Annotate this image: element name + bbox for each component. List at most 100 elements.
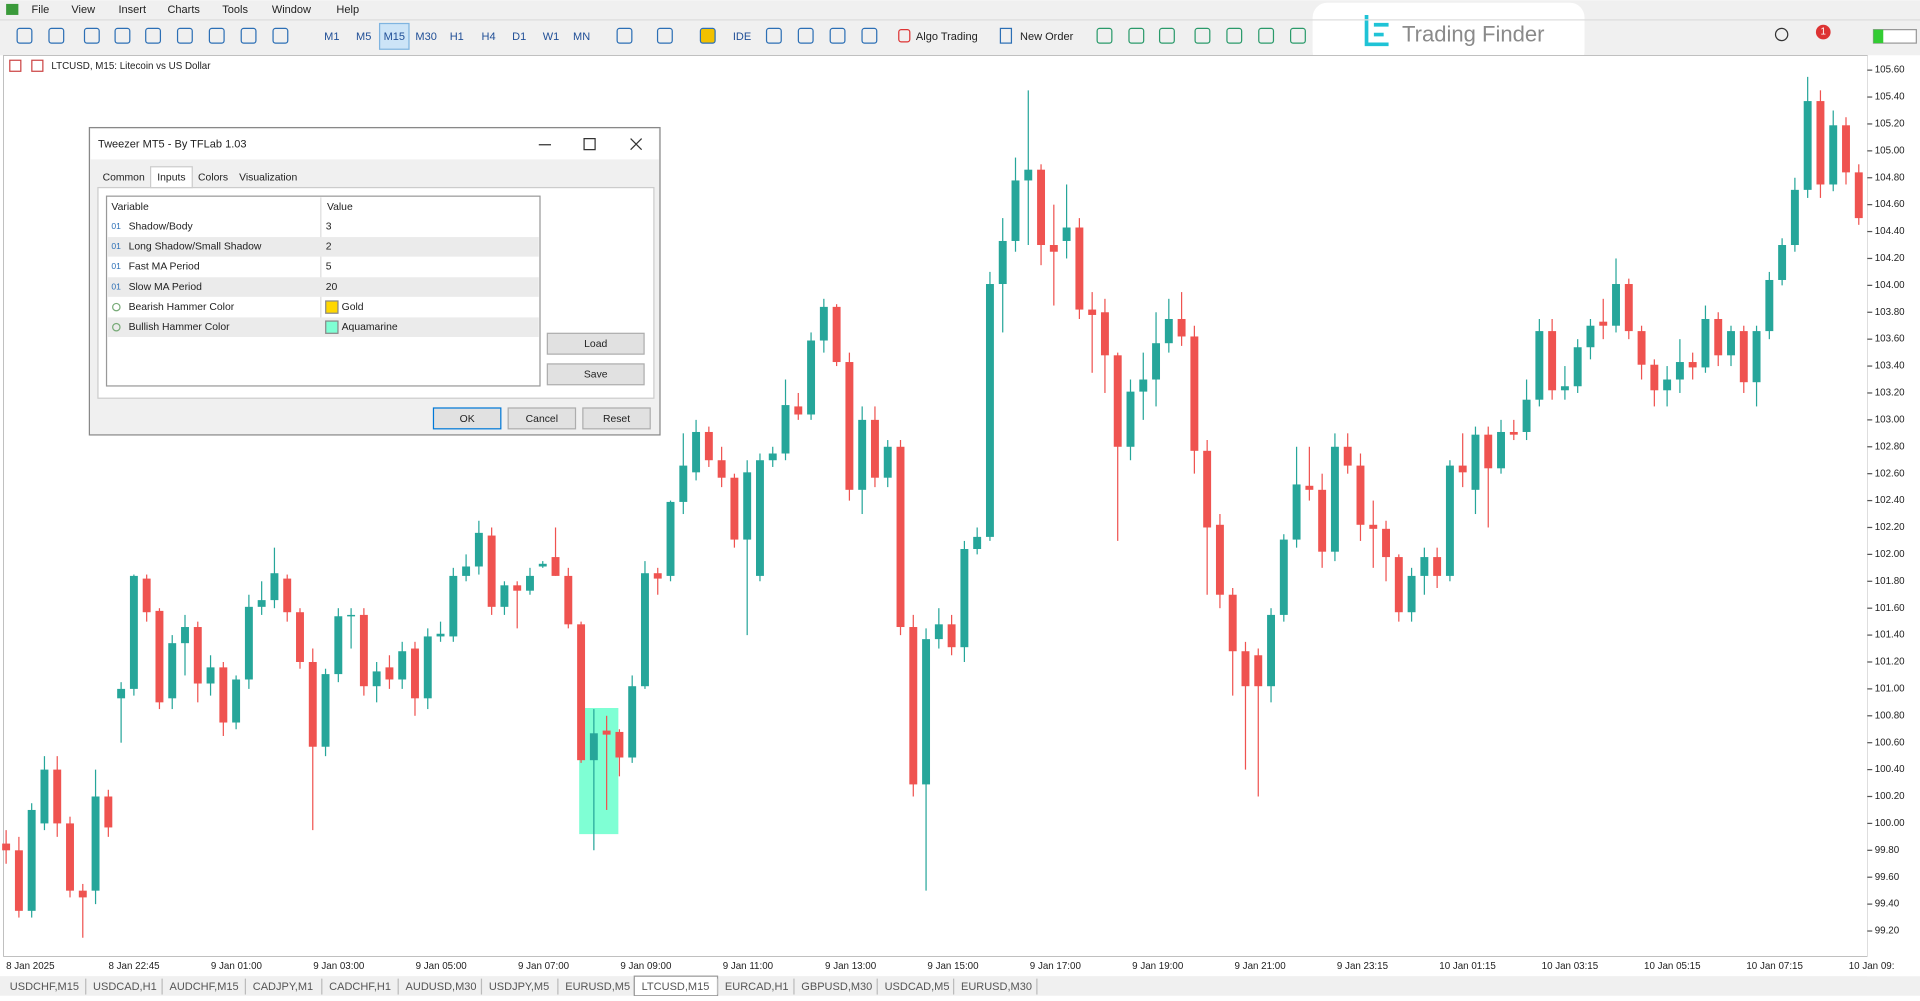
tool-icon[interactable] <box>616 27 633 44</box>
tool-icon[interactable] <box>861 27 878 44</box>
tool-icon[interactable] <box>16 27 33 44</box>
candle-body <box>155 610 164 703</box>
param-name: Shadow/Body <box>129 222 194 233</box>
dialog-tab[interactable]: Inputs <box>157 173 185 184</box>
dialog-tab[interactable]: Common <box>103 173 145 184</box>
symbol-tab[interactable]: USDCHF,M15 <box>10 981 79 993</box>
symbol-tab[interactable]: EURUSD,M30 <box>961 981 1032 993</box>
symbol-tab[interactable]: AUDCHF,M15 <box>169 981 238 993</box>
param-value[interactable]: Gold <box>342 302 364 313</box>
symbol-tab[interactable]: CADCHF,H1 <box>329 981 391 993</box>
button-label[interactable]: Save <box>584 370 608 381</box>
tool-icon[interactable] <box>48 27 65 44</box>
button[interactable] <box>582 407 651 430</box>
symbol-tab[interactable]: AUDUSD,M30 <box>406 981 477 993</box>
tool-icon[interactable] <box>83 27 100 44</box>
button-label[interactable]: Reset <box>603 414 630 425</box>
candle-body <box>1190 336 1199 451</box>
timeframe[interactable]: W1 <box>543 31 560 43</box>
symbol-tab[interactable]: LTCUSD,M15 <box>642 981 710 993</box>
tool-icon[interactable] <box>1128 27 1145 44</box>
menu-item[interactable]: Insert <box>118 4 146 16</box>
symbol-tab[interactable]: EURCAD,H1 <box>725 981 789 993</box>
candle-body <box>129 575 138 689</box>
timeframe[interactable]: MN <box>573 31 590 43</box>
tool-icon[interactable] <box>1158 27 1175 44</box>
dialog-tab[interactable]: Colors <box>198 173 228 184</box>
param-value[interactable]: 20 <box>326 282 338 293</box>
tool-icon[interactable] <box>1096 27 1113 44</box>
button-label[interactable]: OK <box>460 414 475 425</box>
candle-body <box>1049 245 1058 252</box>
timeframe[interactable]: M1 <box>324 31 339 43</box>
button-label[interactable]: Cancel <box>526 414 558 425</box>
candle-body <box>1292 484 1301 540</box>
tool-icon[interactable] <box>829 27 846 44</box>
algo-trading[interactable]: Algo Trading <box>916 31 978 43</box>
menu-item[interactable]: Window <box>272 4 311 16</box>
window-controls[interactable] <box>538 137 643 151</box>
new-order[interactable]: New Order <box>1020 31 1074 43</box>
param-value[interactable]: 3 <box>326 222 332 233</box>
tool-icon[interactable] <box>1194 27 1211 44</box>
candle-body <box>232 679 241 723</box>
symbol-tab[interactable]: USDCAD,M5 <box>885 981 950 993</box>
candle-body <box>117 688 126 699</box>
tool-icon[interactable] <box>272 27 289 44</box>
symbol-tab[interactable]: USDJPY,M5 <box>489 981 549 993</box>
tool-icon[interactable] <box>699 27 716 44</box>
button-label[interactable]: Load <box>584 339 607 350</box>
candle-body <box>717 460 726 478</box>
param-value[interactable]: 2 <box>326 242 332 253</box>
x-tick-label: 9 Jan 05:00 <box>416 961 468 972</box>
tool-icon[interactable] <box>145 27 162 44</box>
tool-icon[interactable] <box>176 27 193 44</box>
tool-icon[interactable] <box>656 27 673 44</box>
menu-item[interactable]: View <box>71 4 95 16</box>
candle-body <box>1241 651 1250 687</box>
y-tick-label: 102.40 <box>1875 495 1905 506</box>
candle-body <box>1803 101 1812 190</box>
tool-icon[interactable] <box>114 27 131 44</box>
tool-icon[interactable] <box>1258 27 1275 44</box>
menu-item[interactable]: Charts <box>167 4 200 16</box>
menu-item[interactable]: File <box>32 4 50 16</box>
symbol-tab[interactable]: USDCAD,H1 <box>93 981 157 993</box>
y-tick-label: 99.80 <box>1875 845 1900 856</box>
tool-icon[interactable] <box>1290 27 1306 44</box>
ide-button[interactable]: IDE <box>733 31 751 43</box>
symbol-tab[interactable]: EURUSD,M5 <box>565 981 630 993</box>
button[interactable] <box>432 407 502 430</box>
tool-icon[interactable] <box>1226 27 1243 44</box>
candle-body <box>1203 450 1212 528</box>
button[interactable] <box>507 407 577 430</box>
tool-icon[interactable] <box>765 27 782 44</box>
symbol-tab[interactable]: CADJPY,M1 <box>253 981 313 993</box>
candle-body <box>896 446 905 628</box>
param-value[interactable]: Aquamarine <box>342 322 398 333</box>
dialog-tab[interactable]: Visualization <box>239 173 297 184</box>
button[interactable] <box>546 363 645 386</box>
param-value[interactable]: 5 <box>326 262 332 273</box>
timeframe[interactable]: H1 <box>450 31 464 43</box>
candle-body <box>283 578 292 613</box>
menu-item[interactable]: Help <box>336 4 359 16</box>
button[interactable] <box>546 332 645 355</box>
y-tick-label: 105.00 <box>1875 145 1905 156</box>
tool-icon[interactable] <box>797 27 814 44</box>
candle-body <box>1765 279 1774 332</box>
symbol-tab[interactable]: GBPUSD,M30 <box>801 981 872 993</box>
timeframe[interactable]: M5 <box>356 31 371 43</box>
timeframe[interactable]: M15 <box>384 31 405 43</box>
x-tick-label: 9 Jan 07:00 <box>518 961 570 972</box>
tool-icon[interactable] <box>240 27 257 44</box>
search-icon[interactable] <box>1774 27 1789 42</box>
menu-item[interactable]: Tools <box>222 4 248 16</box>
candle-body <box>1778 245 1787 280</box>
timeframe[interactable]: M30 <box>415 31 436 43</box>
timeframe[interactable]: H4 <box>482 31 496 43</box>
timeframe[interactable]: D1 <box>512 31 526 43</box>
tool-icon[interactable] <box>208 27 225 44</box>
